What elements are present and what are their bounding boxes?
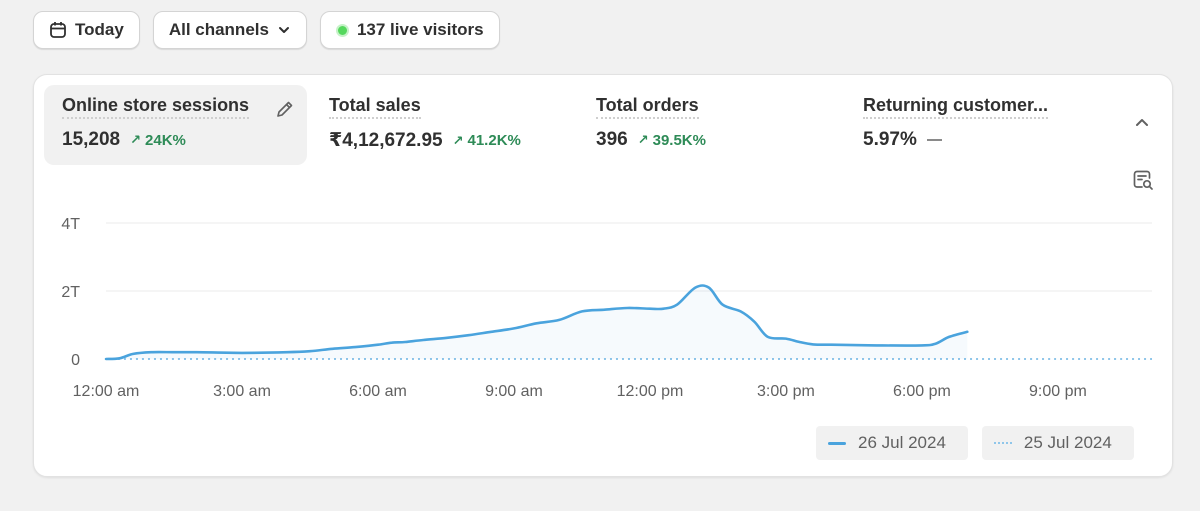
x-tick-label: 9:00 pm	[1029, 383, 1087, 400]
metric-change-value: 41.2K%	[467, 132, 521, 149]
x-tick-label: 6:00 am	[349, 383, 407, 400]
sessions-chart: 0 2T 4T 12:00 am 3:00 am 6:00 am 9:00 am 12:00 …	[61, 216, 1152, 400]
series-area-current	[106, 285, 968, 359]
legend-item-previous[interactable]: 25 Jul 2024	[981, 426, 1134, 460]
legend-label-current: 26 Jul 2024	[858, 433, 946, 452]
live-status-dot	[335, 23, 349, 37]
no-change-dash	[926, 139, 942, 141]
legend-label-previous: 25 Jul 2024	[1023, 433, 1112, 452]
y-tick-label: 4T	[61, 216, 80, 233]
live-visitors-label: 137 live visitors	[356, 20, 484, 39]
metric-value: 15,208	[62, 129, 121, 150]
metric-value: ₹4,12,672.95	[329, 130, 443, 151]
arrow-up-right-icon: ↗	[452, 132, 464, 148]
date-range-label: Today	[75, 20, 124, 39]
series-line-current	[104, 284, 969, 361]
arrow-up-right-icon: ↗	[637, 132, 649, 147]
metric-label: Total orders	[596, 95, 699, 119]
metric-total-orders[interactable]: Total orders 396 ↗ 39.5K%	[578, 85, 838, 165]
metric-returning-customer-rate[interactable]: Returning customer... 5.97%	[845, 85, 1095, 165]
y-tick-label: 2T	[61, 284, 80, 301]
analytics-card: Online store sessions 15,208 ↗ 24K% Tota…	[33, 74, 1173, 477]
chart-legend: 26 Jul 2024 25 Jul 2024	[816, 426, 1134, 460]
metric-change: ↗ 39.5K%	[638, 132, 706, 149]
metric-label: Returning customer...	[863, 95, 1049, 119]
x-tick-label: 6:00 pm	[893, 383, 951, 400]
metric-online-store-sessions[interactable]: Online store sessions 15,208 ↗ 24K%	[44, 85, 307, 165]
metric-change: ↗ 41.2K%	[453, 132, 521, 149]
metric-value: 5.97%	[863, 129, 917, 150]
metric-total-sales[interactable]: Total sales ₹4,12,672.95 ↗ 41.2K%	[311, 85, 571, 165]
channels-dropdown[interactable]: All channels	[152, 11, 307, 49]
toolbar: Today All channels 137 live visitors	[33, 11, 500, 49]
live-visitors-button[interactable]: 137 live visitors	[319, 11, 500, 49]
metric-change: ↗ 24K%	[130, 132, 186, 149]
chevron-down-icon	[277, 23, 291, 37]
calendar-icon	[49, 21, 67, 39]
x-tick-label: 12:00 am	[73, 383, 140, 400]
metric-value: 396	[596, 129, 628, 150]
arrow-up-right-icon: ↗	[130, 132, 142, 147]
legend-swatch-solid	[828, 441, 846, 445]
legend-item-current[interactable]: 26 Jul 2024	[816, 426, 968, 460]
pencil-icon[interactable]	[275, 99, 295, 124]
y-tick-label: 0	[71, 352, 80, 369]
x-tick-label: 3:00 pm	[757, 383, 815, 400]
channels-label: All channels	[168, 20, 269, 39]
chevron-up-icon[interactable]	[1134, 115, 1150, 136]
date-range-button[interactable]: Today	[33, 11, 140, 49]
x-tick-label: 9:00 am	[485, 383, 543, 400]
legend-swatch-dotted	[993, 442, 1012, 444]
x-tick-label: 12:00 pm	[617, 383, 684, 400]
metric-label: Total sales	[329, 95, 421, 119]
metric-change-value: 39.5K%	[652, 131, 706, 149]
metric-change-value: 24K%	[145, 131, 186, 149]
metric-label: Online store sessions	[62, 95, 250, 119]
explore-icon[interactable]	[1132, 169, 1154, 196]
x-tick-label: 3:00 am	[213, 383, 271, 400]
